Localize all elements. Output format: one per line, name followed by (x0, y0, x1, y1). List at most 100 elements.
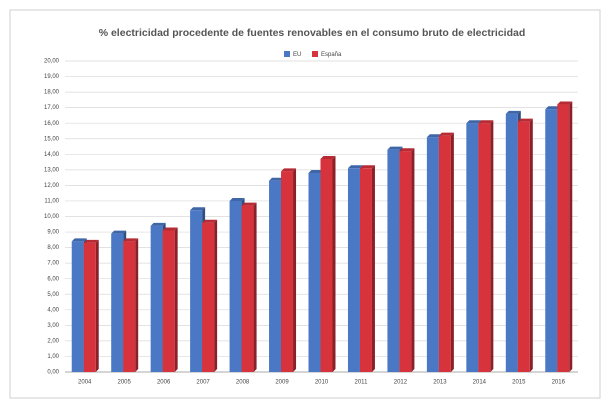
chart-frame (9, 9, 601, 399)
y-tick-label: 0,00 (47, 370, 59, 376)
bar-side (450, 132, 454, 372)
y-tick-label: 10,00 (44, 214, 60, 220)
legend-swatch (284, 51, 290, 57)
bar-top (478, 120, 494, 124)
bar (229, 200, 242, 372)
bar-top (399, 148, 415, 152)
x-tick-label: 2013 (433, 380, 447, 386)
x-tick-label: 2007 (196, 380, 210, 386)
bar-side (253, 202, 257, 372)
y-tick-label: 13,00 (44, 167, 60, 173)
y-tick-label: 3,00 (47, 323, 59, 329)
y-tick-label: 8,00 (47, 245, 59, 251)
bar-top (241, 202, 257, 206)
bar (438, 135, 451, 372)
bar-side (332, 155, 336, 372)
bar (269, 180, 282, 372)
bar-top (269, 177, 285, 181)
x-tick-label: 2009 (275, 380, 289, 386)
bar (320, 158, 333, 372)
y-tick-label: 7,00 (47, 261, 59, 267)
bar (308, 172, 321, 372)
y-tick-label: 12,00 (44, 183, 60, 189)
bar-top (545, 106, 561, 110)
bar (71, 241, 84, 372)
y-tick-label: 15,00 (44, 136, 60, 142)
y-tick-label: 16,00 (44, 121, 60, 127)
x-tick-label: 2016 (552, 380, 566, 386)
x-tick-label: 2012 (394, 380, 408, 386)
x-tick-label: 2006 (157, 380, 171, 386)
bar-top (111, 230, 127, 234)
y-tick-label: 1,00 (47, 354, 59, 360)
legend-label: EU (293, 52, 301, 58)
bar-top (281, 168, 297, 172)
bar-side (569, 101, 573, 372)
x-tick-label: 2015 (512, 380, 526, 386)
y-tick-label: 5,00 (47, 292, 59, 298)
bar-side (490, 120, 494, 372)
x-tick-label: 2005 (118, 380, 132, 386)
chart-title: % electricidad procedente de fuentes ren… (99, 27, 526, 39)
bar (83, 242, 96, 372)
bar (241, 205, 254, 372)
bar (162, 230, 175, 372)
bar-side (174, 227, 178, 372)
y-tick-label: 4,00 (47, 307, 59, 313)
bar-side (529, 118, 533, 373)
bar (426, 137, 439, 372)
x-tick-label: 2010 (315, 380, 329, 386)
bar (387, 149, 400, 372)
y-tick-label: 11,00 (44, 199, 59, 205)
bar (545, 109, 558, 372)
bar-top (466, 120, 482, 124)
bar-top (190, 207, 206, 211)
bar (347, 168, 360, 372)
bar (281, 171, 294, 372)
bar (466, 123, 479, 372)
y-tick-label: 6,00 (47, 276, 59, 282)
bar (123, 241, 136, 372)
x-tick-label: 2004 (78, 380, 92, 386)
bar-side (95, 239, 99, 372)
y-tick-label: 19,00 (44, 74, 60, 80)
bar-top (347, 165, 363, 169)
bar (150, 225, 163, 372)
bar-top (162, 227, 178, 231)
bar-top (387, 146, 403, 150)
bar (505, 113, 518, 373)
bar (557, 104, 570, 372)
bar-top (438, 132, 454, 136)
y-tick-label: 20,00 (44, 59, 60, 65)
legend-label: España (321, 52, 342, 58)
y-tick-label: 9,00 (47, 230, 59, 236)
bar (111, 233, 124, 372)
y-tick-label: 2,00 (47, 338, 59, 344)
x-tick-label: 2011 (355, 380, 369, 386)
bar (517, 121, 530, 373)
bar-side (214, 219, 218, 372)
bar-side (371, 165, 375, 372)
bar (190, 210, 203, 372)
bar-top (505, 110, 521, 114)
bar-side (411, 148, 415, 372)
bar-top (229, 197, 245, 201)
bar-top (320, 155, 336, 159)
bar-top (123, 238, 139, 242)
bar-top (359, 165, 375, 169)
y-tick-label: 18,00 (44, 90, 60, 96)
bar-top (517, 118, 533, 122)
bar-top (426, 134, 442, 138)
bar-side (293, 168, 297, 372)
y-tick-label: 17,00 (44, 105, 60, 111)
y-tick-label: 14,00 (44, 152, 60, 158)
bar-top (202, 219, 218, 223)
bar (478, 123, 491, 372)
x-tick-label: 2014 (473, 380, 487, 386)
legend-swatch (312, 51, 318, 57)
bar (359, 168, 372, 372)
bar-top (557, 101, 573, 105)
bar-top (150, 222, 166, 226)
bar (202, 222, 215, 372)
